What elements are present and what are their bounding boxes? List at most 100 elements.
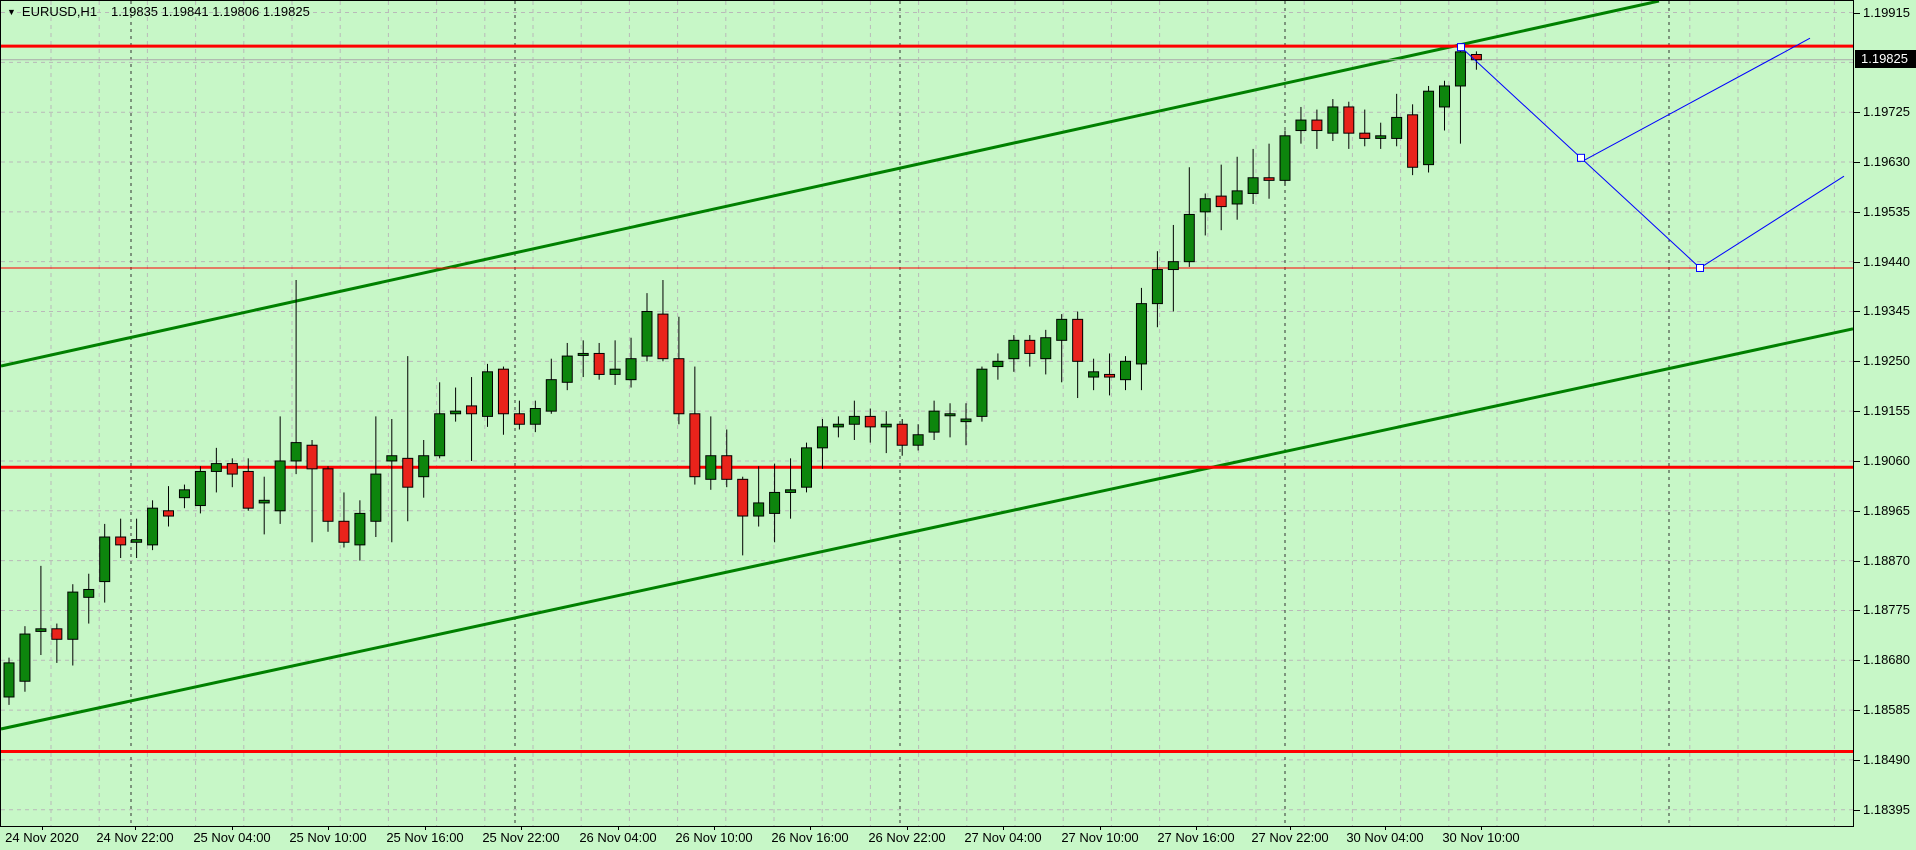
time-tick-label: 24 Nov 22:00	[80, 826, 190, 845]
symbol-period-label: EURUSD,H1	[21, 4, 98, 19]
candle-body	[497, 368, 509, 415]
current-price-value: 1.19825	[1861, 50, 1908, 66]
candle-body	[3, 662, 15, 698]
price-tick-label: 1.19630	[1854, 154, 1910, 169]
time-tick-label: 30 Nov 04:00	[1330, 826, 1440, 845]
candle-body	[944, 413, 956, 417]
time-tick-label: 27 Nov 04:00	[948, 826, 1058, 845]
candle-body	[1407, 114, 1419, 168]
candle-body	[258, 499, 270, 504]
candle-body	[625, 358, 637, 381]
projection-handle[interactable]	[1457, 43, 1465, 52]
candle-body	[99, 536, 111, 583]
ohlc-quote-label: 1.19835 1.19841 1.19806 1.19825	[111, 4, 310, 19]
chart-title: ▼ EURUSD,H1 1.19835 1.19841 1.19806 1.1982…	[7, 4, 310, 19]
time-tick-label: 27 Nov 22:00	[1235, 826, 1345, 845]
candle-body	[242, 470, 254, 509]
candle-body	[593, 352, 605, 375]
candle-body	[1279, 135, 1291, 181]
projection-handle[interactable]	[1696, 263, 1704, 272]
candle-body	[864, 415, 876, 428]
candle-body	[1263, 177, 1275, 181]
candle-body	[178, 489, 190, 499]
candle-body	[545, 379, 557, 412]
candlestick-chart[interactable]	[1, 1, 1853, 826]
price-tick-label: 1.19250	[1854, 353, 1910, 369]
candle-body	[274, 460, 286, 512]
price-tick-label: 1.18965	[1854, 502, 1910, 518]
price-tick-label: 1.19535	[1854, 203, 1910, 219]
candle-body	[163, 510, 174, 517]
candle-body	[1311, 119, 1323, 132]
candle-body	[338, 520, 350, 543]
candle-body	[561, 355, 573, 383]
candle-body	[1454, 51, 1466, 87]
time-axis[interactable]: 24 Nov 2020 24 Nov 22:00 25 Nov 04:00 25 No…	[0, 826, 1854, 850]
price-tick-label: 1.19155	[1854, 403, 1910, 419]
trend-channel-lower-line[interactable]	[1, 327, 1853, 731]
candle-body	[418, 455, 430, 478]
current-price-box: 1.19825	[1855, 49, 1916, 68]
candle-body	[1040, 337, 1052, 360]
candle-body	[912, 434, 924, 446]
candle-body	[832, 423, 844, 428]
candle-body	[402, 457, 414, 488]
candle-body	[131, 539, 143, 543]
candle-body	[147, 507, 159, 546]
time-tick-label: 25 Nov 04:00	[177, 826, 287, 845]
candle-body	[737, 478, 749, 517]
candle-body	[450, 410, 462, 415]
candle-body	[848, 415, 860, 425]
symbol-dropdown-icon[interactable]: ▼	[7, 7, 16, 17]
candle-body	[210, 463, 222, 472]
candle-body	[1135, 303, 1147, 365]
candle-body	[785, 489, 797, 493]
candle-body	[290, 442, 302, 462]
candle-body	[1104, 373, 1116, 378]
candle-body	[1167, 261, 1179, 271]
price-tick-label: 1.18490	[1854, 751, 1910, 767]
candle-body	[960, 418, 972, 423]
candle-body	[1470, 53, 1482, 61]
candle-body	[322, 468, 334, 522]
candle-body	[657, 313, 669, 360]
price-tick-label: 1.18680	[1854, 652, 1910, 668]
price-tick-label: 1.18775	[1854, 602, 1910, 618]
chart-plot-area[interactable]: ▼ EURUSD,H1 1.19835 1.19841 1.19806 1.1982…	[0, 0, 1854, 827]
candle-body	[513, 413, 525, 425]
candle-body	[67, 591, 79, 640]
time-tick-label: 26 Nov 16:00	[755, 826, 865, 845]
candle-body	[753, 502, 765, 517]
price-tick-label: 1.18870	[1854, 552, 1910, 568]
candle-body	[1199, 198, 1211, 213]
time-tick-label: 26 Nov 22:00	[852, 826, 962, 845]
candle-body	[689, 413, 701, 478]
candle-body	[19, 633, 31, 682]
projection-handle[interactable]	[1577, 153, 1585, 162]
candle-body	[1215, 195, 1227, 208]
candle-body	[386, 455, 398, 462]
candle-body	[1151, 269, 1163, 305]
candle-body	[1343, 106, 1355, 134]
candle-body	[1183, 213, 1195, 263]
candle-body	[1024, 339, 1036, 354]
candle-body	[673, 358, 685, 415]
projection-line[interactable]	[1582, 37, 1811, 162]
candle-body	[354, 512, 366, 546]
candle-body	[1391, 116, 1403, 139]
candle-body	[115, 536, 127, 546]
candle-body	[1120, 360, 1131, 381]
projection-line[interactable]	[1699, 175, 1845, 269]
time-tick-label: 24 Nov 2020	[0, 826, 97, 845]
candle-body	[466, 405, 478, 415]
candle-body	[529, 408, 541, 425]
time-tick-label: 25 Nov 22:00	[466, 826, 576, 845]
time-tick-label: 25 Nov 10:00	[273, 826, 383, 845]
candle-body	[1439, 85, 1450, 108]
trend-channel-upper-line[interactable]	[1, 1, 1660, 368]
candle-body	[194, 470, 206, 507]
price-axis[interactable]: 1.19825 1.19915 1.19725 1.19630 1.19535 1.19…	[1854, 0, 1916, 827]
price-tick-label: 1.19345	[1854, 303, 1910, 319]
candle-body	[1056, 318, 1068, 341]
